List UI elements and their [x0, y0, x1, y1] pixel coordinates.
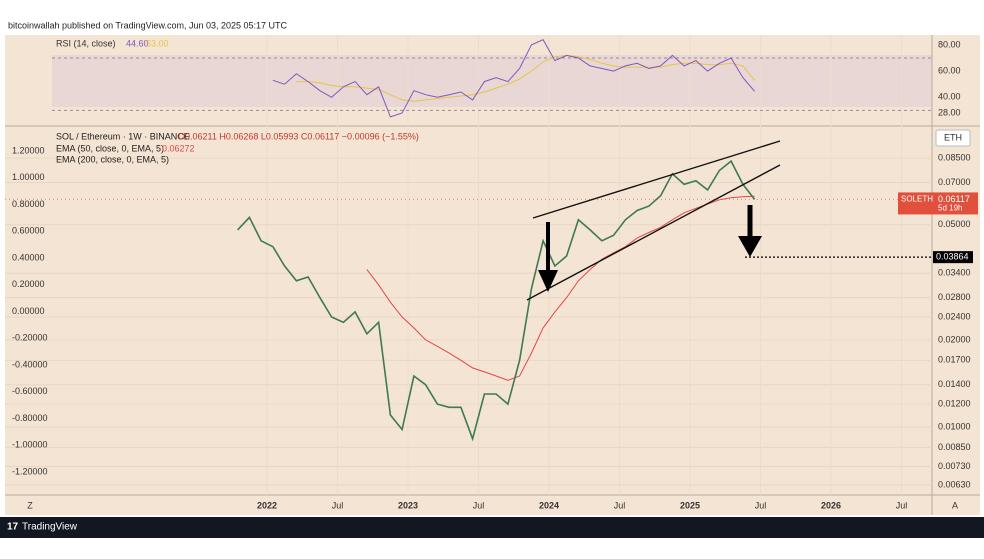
y-tick-label: 40.00 — [938, 92, 961, 102]
y2-tick-label: 0.20000 — [12, 279, 45, 289]
y-tick-label: 0.01700 — [938, 355, 971, 365]
x-tick-label: 2023 — [398, 500, 418, 510]
y2-tick-label: -0.20000 — [12, 333, 48, 343]
legend-entry: EMA (50, close, 0, EMA, 5) — [56, 143, 164, 153]
y-tick-label: 0.00630 — [938, 479, 971, 489]
y2-tick-label: 1.20000 — [12, 145, 45, 155]
wedge-upper — [532, 140, 781, 219]
ohlc: O0.06211 H0.06268 L0.05993 C0.06117 −0.0… — [178, 131, 419, 141]
x-tick-label: Jul — [896, 500, 908, 510]
y2-tick-label: 0.00000 — [12, 306, 45, 316]
y-tick-label: 0.01400 — [938, 379, 971, 389]
y-tick-label: 0.05000 — [938, 219, 971, 229]
rsi-band — [52, 55, 932, 107]
arrow-down — [538, 222, 558, 292]
footer-logo: 17 — [7, 522, 19, 533]
series-line — [366, 195, 755, 381]
series-line — [237, 159, 756, 442]
y2-tick-label: -1.20000 — [12, 466, 48, 476]
wedge-lower — [526, 164, 781, 301]
symbol-tag: SOLETH — [901, 195, 933, 204]
currency: ETH — [944, 132, 962, 142]
plot — [5, 39, 932, 442]
y-tick-label: 0.08500 — [938, 152, 971, 162]
y-tick-label: 0.03400 — [938, 268, 971, 278]
y2-tick-label: 0.80000 — [12, 199, 45, 209]
y-tick-label: 0.01200 — [938, 398, 971, 408]
y-tick-label: 60.00 — [938, 65, 961, 75]
y2-tick-label: -0.60000 — [12, 386, 48, 396]
series-line — [272, 39, 755, 118]
grid — [5, 35, 932, 495]
y-tick-label: 0.07000 — [938, 177, 971, 187]
y2-tick-label: -0.40000 — [12, 359, 48, 369]
countdown: 5d 19h — [938, 204, 962, 213]
y2-tick-label: 1.00000 — [12, 172, 45, 182]
price-tag — [898, 192, 978, 215]
rsi-ma-value: 53.00 — [146, 38, 169, 48]
arrow-down — [738, 205, 762, 257]
y2-tick-label: -1.00000 — [12, 440, 48, 450]
legend-entry: EMA (200, close, 0, EMA, 5) — [56, 154, 169, 164]
currency-box — [935, 129, 971, 147]
corner-button[interactable]: A — [952, 500, 958, 510]
rsi-value: 44.60 — [126, 38, 149, 48]
x-tick-label: 2026 — [821, 500, 841, 510]
y-tick-label: 0.00850 — [938, 442, 971, 452]
y-tick-label: 0.01000 — [938, 421, 971, 431]
x-tick-label: 2022 — [257, 500, 277, 510]
y-tick-label: 0.02800 — [938, 292, 971, 302]
y-tick-label: 28.00 — [938, 107, 961, 117]
y2-tick-label: 0.40000 — [12, 252, 45, 262]
header-title: bitcoinwallah published on TradingView.c… — [8, 20, 288, 30]
y2-tick-label: 0.60000 — [12, 226, 45, 236]
legend-title: SOL / Ethereum · 1W · BINANCE — [56, 131, 190, 141]
rsi-title: RSI (14, close) — [56, 38, 116, 48]
footer-brand: TradingView — [22, 522, 78, 533]
chart-background — [5, 35, 980, 515]
last-price: 0.06117 — [938, 194, 970, 204]
target-tag — [933, 251, 973, 264]
x-tick-label: 2025 — [680, 500, 700, 510]
x-tick-label: Jul — [332, 500, 344, 510]
corner-button[interactable]: Z — [27, 500, 33, 510]
y2-tick-label: -0.80000 — [12, 413, 48, 423]
y-tick-label: 0.02400 — [938, 311, 971, 321]
y-tick-label: 0.00730 — [938, 461, 971, 471]
x-tick-label: Jul — [755, 500, 767, 510]
x-tick-label: 2024 — [539, 500, 559, 510]
target-label: 0.03864 — [936, 252, 969, 262]
y-tick-label: 0.02000 — [938, 334, 971, 344]
footer-bar — [0, 517, 984, 538]
y-tick-label: 80.00 — [938, 39, 961, 49]
x-tick-label: Jul — [614, 500, 626, 510]
series-line — [296, 54, 755, 102]
legend-value: 0.06272 — [162, 143, 195, 153]
x-tick-label: Jul — [473, 500, 485, 510]
labels: 0.08500 0.07000 0.05000 0.03400 0.02800 0.024… — [12, 38, 978, 510]
